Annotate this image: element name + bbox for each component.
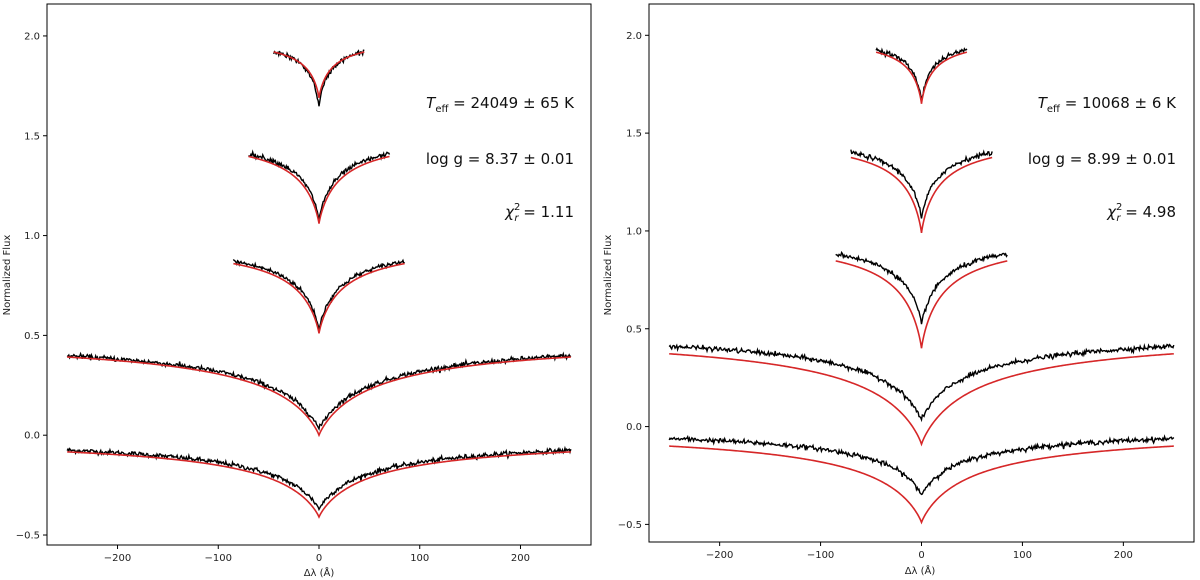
right-x-tick-label: −100	[807, 550, 834, 561]
right-model-fit-line	[669, 352, 1174, 447]
left-y-tick-label: 1.5	[24, 131, 40, 142]
left-observed-spectrum-line	[66, 445, 572, 512]
right-chi2-annotation: χ2 r = 4.98	[1106, 202, 1176, 224]
left-model-fit-line	[67, 451, 571, 519]
right-model-fit-line	[875, 51, 968, 104]
left-logg-annotation: log g = 8.37 ± 0.01	[426, 150, 574, 168]
right-y-tick-label: −0.5	[618, 520, 642, 531]
right-x-tick-label: 100	[1013, 550, 1032, 561]
left-y-tick-label: 0.5	[24, 331, 40, 342]
left-teff-annotation: Teff = 24049 ± 65 K	[426, 94, 575, 115]
left-model-fit-line	[273, 51, 365, 98]
right-observed-spectrum-line	[668, 434, 1175, 496]
right-y-tick-label: 0.0	[626, 422, 642, 433]
left-axes-frame	[46, 3, 592, 546]
left-x-tick-label: 200	[511, 553, 530, 564]
left-model-fit-line	[67, 356, 571, 438]
left-x-axis-label: Δλ (Å)	[304, 566, 335, 579]
right-observed-spectrum-line	[850, 149, 993, 219]
right-teff-annotation: Teff = 10068 ± 6 K	[1038, 94, 1177, 115]
right-lines	[668, 47, 1175, 525]
left-model-fit-line	[233, 262, 405, 334]
left-spectrum-panel: −200 −100 0 100 200 −0.5 0.0 0.5 1.0 1.5 2.0 Δλ (Å…	[2, 3, 592, 579]
left-x-tick-label: 0	[316, 553, 322, 564]
left-y-tick-label: 2.0	[24, 31, 40, 42]
left-lines	[66, 49, 572, 519]
right-x-tick-label: 0	[918, 550, 924, 561]
right-ticks: −200 −100 0 100 200 −0.5 0.0 0.5 1.0 1.5 2.0	[618, 31, 1133, 561]
left-observed-spectrum-line	[232, 258, 406, 332]
left-x-tick-label: −100	[205, 553, 232, 564]
right-x-tick-label: 200	[1114, 550, 1133, 561]
right-y-axis-label: Normalized Flux	[603, 235, 614, 316]
left-y-tick-label: −0.5	[16, 531, 40, 542]
left-y-axis-label: Normalized Flux	[2, 235, 13, 316]
right-model-fit-line	[669, 445, 1174, 525]
right-y-tick-label: 2.0	[626, 31, 642, 42]
right-x-axis-label: Δλ (Å)	[905, 564, 936, 577]
right-model-fit-line	[835, 260, 1008, 349]
left-model-fit-line	[248, 155, 390, 224]
left-x-tick-label: 100	[410, 553, 429, 564]
right-model-fit-line	[850, 156, 993, 233]
left-y-tick-label: 0.0	[24, 431, 40, 442]
right-observed-spectrum-line	[835, 250, 1008, 325]
left-observed-spectrum-line	[66, 351, 572, 431]
left-chi2-annotation: χ2 r = 1.11	[504, 202, 574, 224]
right-observed-spectrum-line	[668, 343, 1175, 423]
left-y-tick-label: 1.0	[24, 231, 40, 242]
right-logg-annotation: log g = 8.99 ± 0.01	[1028, 150, 1176, 168]
right-axes-frame	[648, 3, 1195, 543]
right-y-tick-label: 0.5	[626, 324, 642, 335]
right-y-tick-label: 1.0	[626, 226, 642, 237]
right-x-tick-label: −200	[706, 550, 733, 561]
right-spectrum-panel: −200 −100 0 100 200 −0.5 0.0 0.5 1.0 1.5 2.0 Δλ (Å…	[603, 3, 1195, 577]
left-x-tick-label: −200	[104, 553, 131, 564]
left-ticks: −200 −100 0 100 200 −0.5 0.0 0.5 1.0 1.5 2.0	[16, 31, 530, 564]
right-y-tick-label: 1.5	[626, 129, 642, 140]
